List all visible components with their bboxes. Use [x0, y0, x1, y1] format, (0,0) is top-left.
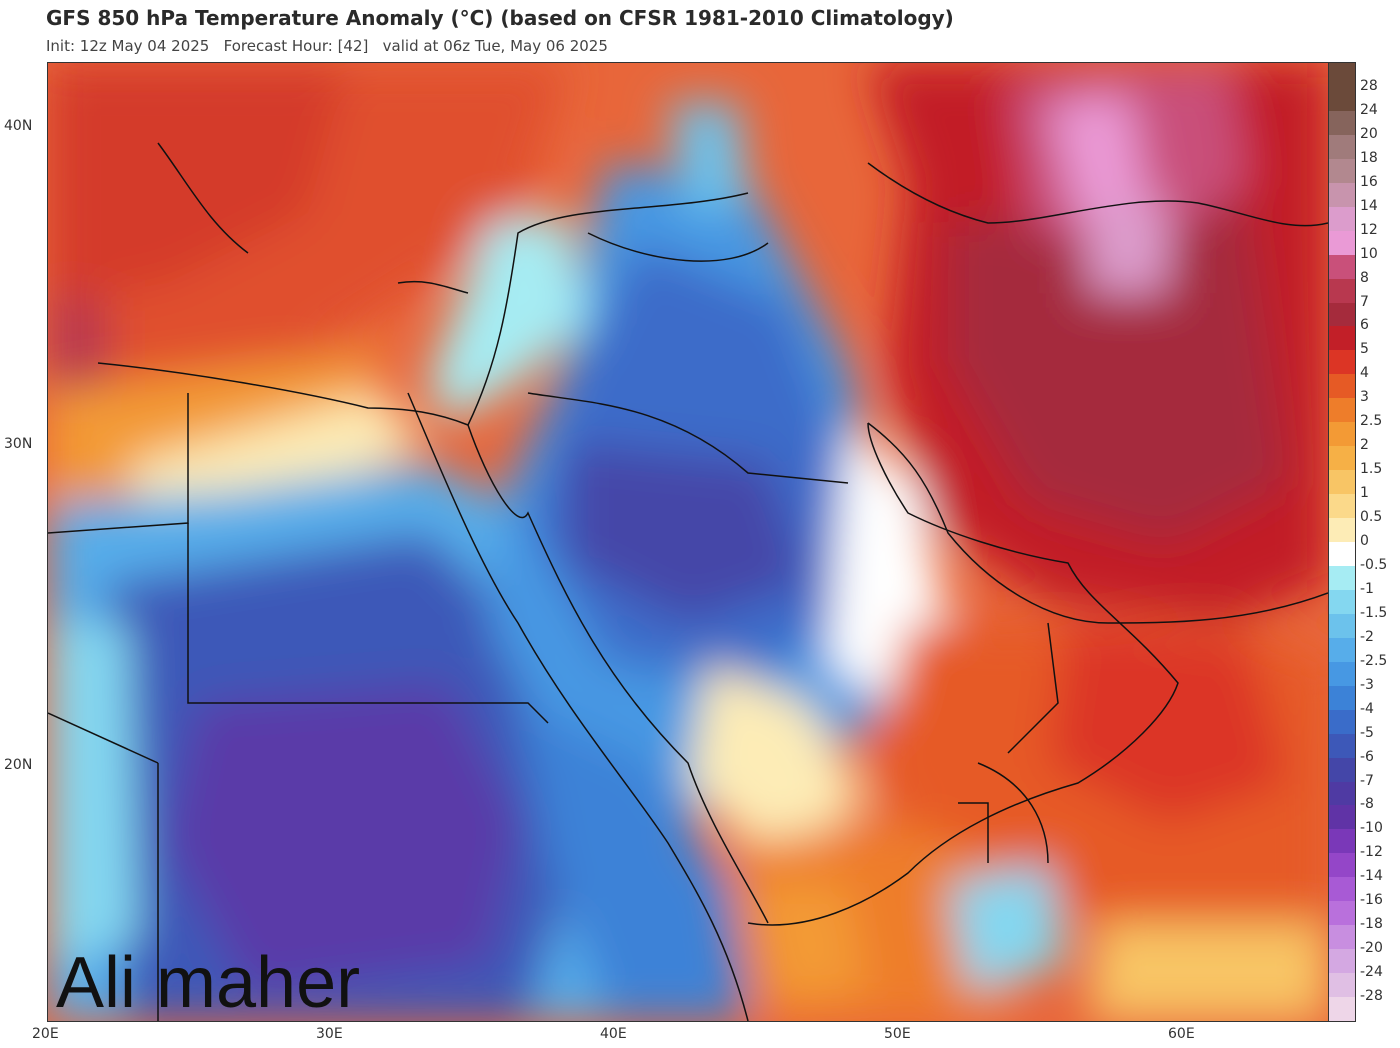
colorbar-label: 3 — [1360, 389, 1369, 406]
colorbar-label: -12 — [1360, 844, 1383, 861]
colorbar-label: -2.5 — [1360, 652, 1388, 669]
colorbar-label: 20 — [1360, 125, 1378, 142]
colorbar-swatch — [1329, 829, 1355, 854]
colorbar-label: -24 — [1360, 964, 1383, 981]
colorbar-swatch — [1329, 685, 1355, 711]
colorbar-swatch — [1329, 925, 1355, 950]
colorbar-label: 0.5 — [1360, 509, 1383, 526]
colorbar-label: 24 — [1360, 101, 1378, 118]
lon-label-40e: 40E — [600, 1026, 627, 1042]
colorbar-swatch — [1329, 853, 1355, 878]
colorbar-swatch — [1329, 278, 1355, 303]
colorbar-swatch — [1329, 637, 1355, 663]
colorbar-swatch — [1329, 230, 1355, 256]
colorbar-swatch — [1329, 326, 1355, 351]
colorbar-label: 6 — [1360, 317, 1369, 334]
colorbar-swatch — [1329, 757, 1355, 782]
colorbar-swatch — [1329, 949, 1355, 974]
colorbar-label: 1 — [1360, 485, 1369, 502]
colorbar-swatch — [1329, 158, 1355, 184]
colorbar-label: -4 — [1360, 700, 1374, 717]
colorbar-swatch — [1329, 206, 1355, 232]
colorbar-label: 7 — [1360, 293, 1369, 310]
colorbar-label: 5 — [1360, 341, 1369, 358]
colorbar-swatch — [1329, 470, 1355, 495]
colorbar-swatch — [1329, 86, 1355, 112]
chart-title: GFS 850 hPa Temperature Anomaly (°C) (ba… — [46, 6, 954, 30]
colorbar-label: 16 — [1360, 173, 1378, 190]
anomaly-map — [47, 62, 1329, 1022]
colorbar-label: 1.5 — [1360, 461, 1383, 478]
forecast-info: Init: 12z May 04 2025 Forecast Hour: [42… — [46, 37, 608, 55]
colorbar-label: 8 — [1360, 269, 1369, 286]
colorbar-label: -14 — [1360, 868, 1383, 885]
colorbar-swatch — [1329, 973, 1355, 998]
colorbar — [1328, 62, 1356, 1022]
colorbar-label: 14 — [1360, 197, 1378, 214]
colorbar-swatch — [1329, 182, 1355, 208]
colorbar-label: -6 — [1360, 748, 1374, 765]
lat-label-40n: 40N — [4, 118, 33, 134]
colorbar-swatch — [1329, 302, 1355, 327]
colorbar-swatch — [1329, 661, 1355, 687]
colorbar-swatch — [1329, 422, 1355, 447]
colorbar-swatch — [1329, 446, 1355, 471]
colorbar-swatch — [1329, 709, 1355, 735]
colorbar-label: -2 — [1360, 628, 1374, 645]
colorbar-swatch — [1329, 398, 1355, 423]
colorbar-label: -10 — [1360, 820, 1383, 837]
colorbar-label: -3 — [1360, 676, 1374, 693]
colorbar-label: -7 — [1360, 772, 1374, 789]
colorbar-swatch — [1329, 350, 1355, 375]
colorbar-label: 10 — [1360, 245, 1378, 262]
colorbar-label: -1.5 — [1360, 604, 1388, 621]
colorbar-label: 4 — [1360, 365, 1369, 382]
colorbar-swatch — [1329, 254, 1355, 280]
colorbar-swatch — [1329, 518, 1355, 543]
colorbar-swatch — [1329, 901, 1355, 926]
colorbar-swatch — [1329, 63, 1355, 87]
colorbar-label: 12 — [1360, 221, 1378, 238]
colorbar-label: 0 — [1360, 533, 1369, 549]
colorbar-label: -0.5 — [1360, 556, 1388, 573]
colorbar-label: -1 — [1360, 580, 1374, 597]
colorbar-label: 28 — [1360, 77, 1378, 94]
colorbar-swatch — [1329, 374, 1355, 399]
colorbar-swatch — [1329, 494, 1355, 519]
colorbar-swatch — [1329, 781, 1355, 806]
colorbar-swatch — [1329, 805, 1355, 830]
colorbar-label: -16 — [1360, 892, 1383, 909]
colorbar-label: 18 — [1360, 149, 1378, 166]
colorbar-swatch — [1329, 542, 1355, 567]
watermark-text: Ali maher — [56, 943, 361, 1023]
colorbar-label: -28 — [1360, 988, 1383, 1005]
lat-label-20n: 20N — [4, 757, 33, 773]
colorbar-swatch — [1329, 997, 1355, 1022]
lat-label-30n: 30N — [4, 436, 33, 452]
colorbar-label: -18 — [1360, 916, 1383, 933]
colorbar-swatch — [1329, 565, 1355, 591]
colorbar-swatch — [1329, 733, 1355, 759]
colorbar-label: 2 — [1360, 437, 1369, 454]
lon-label-60e: 60E — [1168, 1026, 1195, 1042]
colorbar-swatch — [1329, 613, 1355, 639]
colorbar-label: -20 — [1360, 940, 1383, 957]
colorbar-swatch — [1329, 877, 1355, 902]
colorbar-label: -5 — [1360, 724, 1374, 741]
colorbar-label: 2.5 — [1360, 413, 1383, 430]
colorbar-swatch — [1329, 134, 1355, 160]
colorbar-label: -8 — [1360, 796, 1374, 813]
lon-label-50e: 50E — [884, 1026, 911, 1042]
lon-label-20e: 20E — [32, 1026, 59, 1042]
colorbar-swatch — [1329, 589, 1355, 615]
lon-label-30e: 30E — [316, 1026, 343, 1042]
colorbar-swatch — [1329, 110, 1355, 136]
